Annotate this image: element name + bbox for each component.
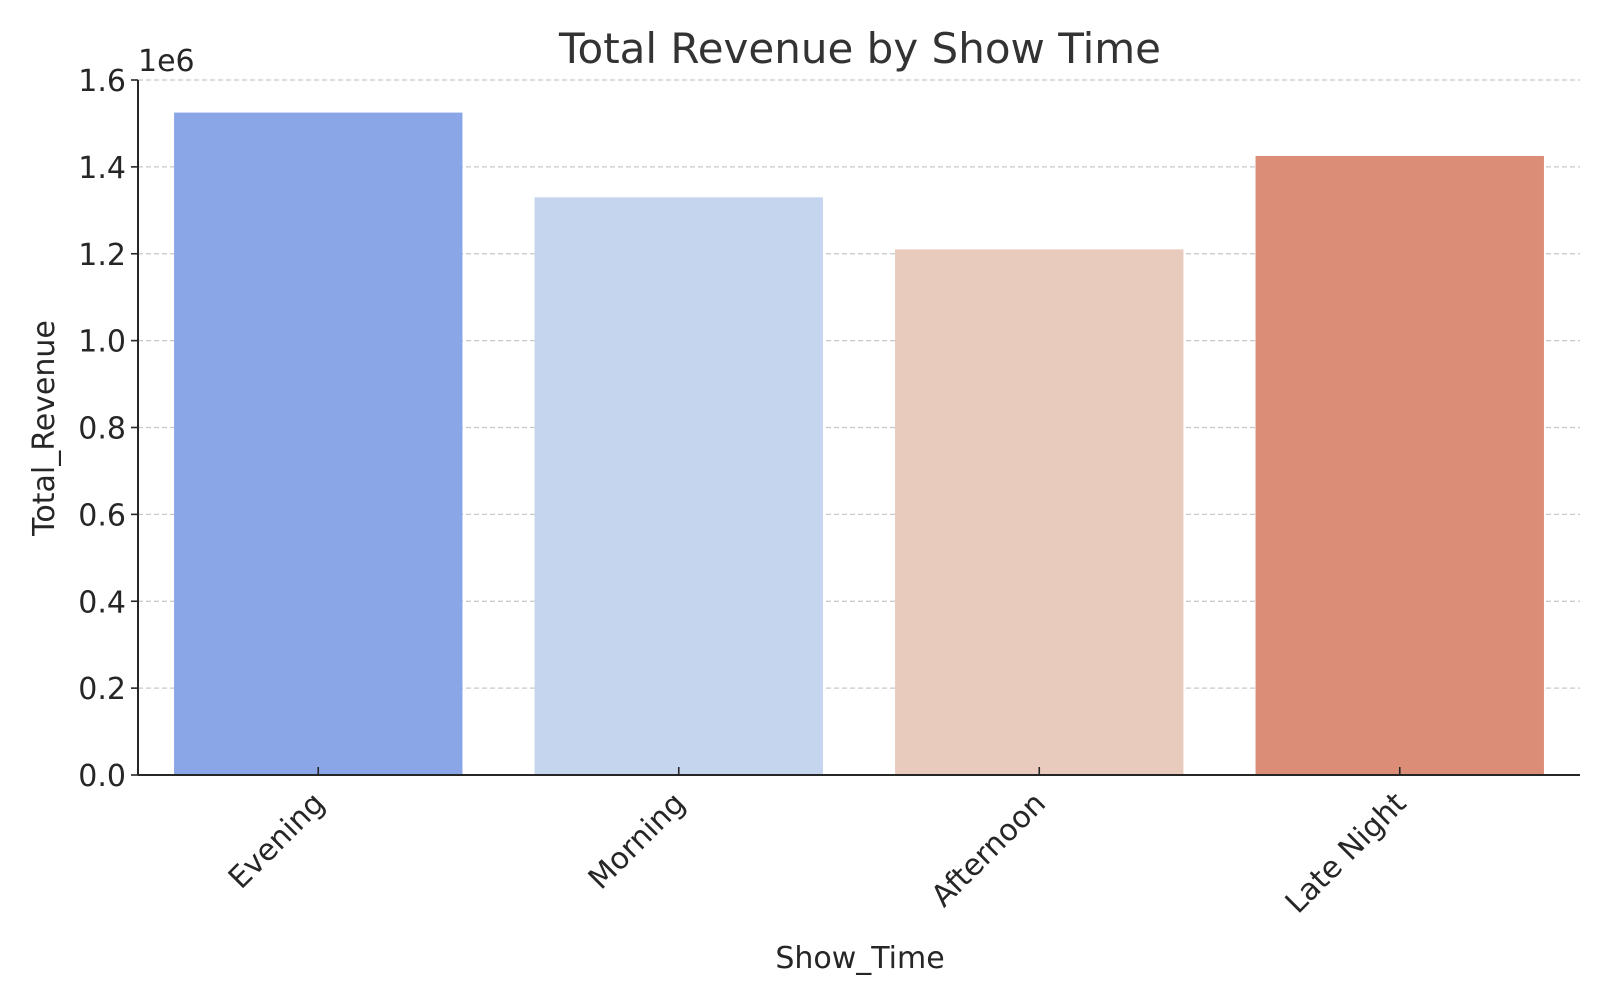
x-axis-label: Show_Time: [775, 941, 944, 976]
x-tick-label: Evening: [222, 786, 332, 896]
y-tick-label: 1.2: [78, 238, 126, 273]
y-tick-label: 0.4: [78, 585, 126, 620]
x-tick-label: Afternoon: [925, 786, 1053, 914]
y-tick-label: 0.6: [78, 498, 126, 533]
bar-afternoon: [895, 249, 1184, 775]
x-tick-label: Late Night: [1279, 786, 1414, 921]
y-tick-label: 1.0: [78, 325, 126, 360]
y-tick-label: 0.8: [78, 412, 126, 447]
y-tick-label: 1.4: [78, 151, 126, 186]
bar-evening: [174, 112, 463, 775]
y-tick-label: 1.6: [78, 64, 126, 99]
bar-morning: [534, 197, 823, 775]
y-tick-label: 0.2: [78, 672, 126, 707]
chart-title: Total Revenue by Show Time: [558, 24, 1161, 73]
x-tick-label: Morning: [582, 786, 693, 897]
y-axis-ticks: 0.0 0.2 0.4 0.6 0.8 1.0 1.2 1.4 1.6: [78, 64, 138, 794]
y-tick-label: 0.0: [78, 759, 126, 794]
x-axis-ticks: Evening Morning Afternoon Late Night: [222, 767, 1414, 921]
y-axis-offset-label: 1e6: [138, 44, 195, 79]
y-axis-label: Total_Revenue: [27, 320, 62, 537]
bar-late-night: [1255, 156, 1544, 775]
bars: [174, 112, 1544, 775]
